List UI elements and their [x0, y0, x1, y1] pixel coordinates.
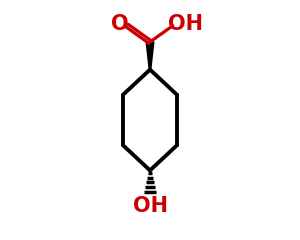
Text: OH: OH	[133, 196, 167, 216]
Text: OH: OH	[168, 14, 203, 35]
Polygon shape	[146, 42, 154, 70]
Text: O: O	[111, 14, 128, 35]
